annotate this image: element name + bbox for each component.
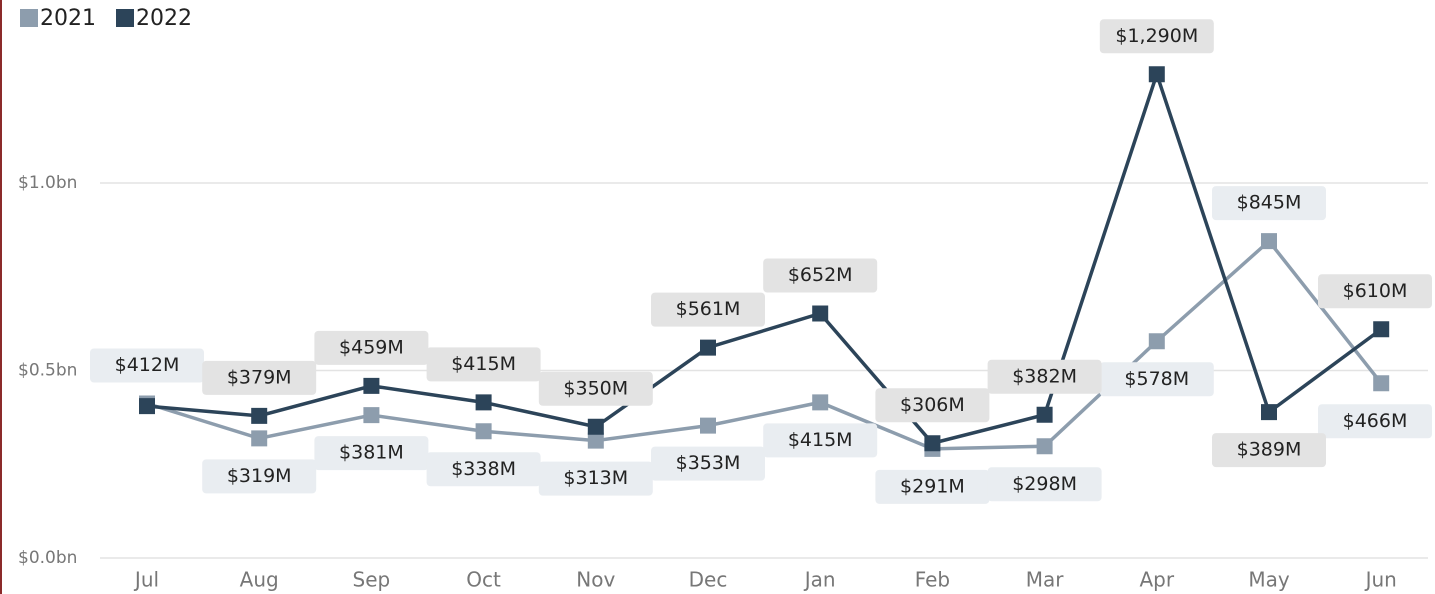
data-label: $313M	[563, 467, 628, 489]
x-tick-label: Oct	[466, 568, 501, 592]
marker	[587, 432, 604, 449]
data-label: $381M	[339, 442, 404, 464]
x-tick-label: Sep	[353, 568, 391, 592]
marker	[812, 394, 829, 411]
y-tick-label: $1.0bn	[18, 173, 77, 193]
label-bg	[1318, 274, 1432, 309]
label-bg	[763, 258, 878, 293]
data-label: $845M	[1237, 192, 1302, 214]
marker	[1148, 333, 1165, 350]
data-label: $291M	[900, 475, 965, 497]
x-tick-label: Nov	[576, 568, 615, 592]
x-tick-label: Aug	[240, 568, 279, 592]
series-line	[146, 68, 1383, 446]
marker	[1261, 404, 1277, 421]
x-tick-label: Feb	[915, 568, 950, 592]
marker	[139, 398, 155, 415]
marker	[1036, 438, 1053, 455]
marker	[251, 430, 268, 447]
legend-swatch	[116, 9, 134, 27]
data-label: $466M	[1343, 410, 1408, 432]
marker	[700, 339, 716, 356]
data-label: $350M	[563, 377, 628, 399]
label-bg	[1212, 186, 1326, 221]
label-bg	[987, 359, 1102, 394]
label-bg	[763, 423, 878, 458]
marker	[924, 435, 941, 452]
legend-swatch	[20, 9, 38, 27]
x-tick-label: Mar	[1026, 568, 1065, 592]
data-label: $610M	[1343, 280, 1408, 302]
label-bg	[202, 360, 317, 395]
data-label: $415M	[451, 353, 516, 375]
label-bg	[1099, 362, 1214, 397]
label-bg	[651, 446, 765, 481]
marker	[1036, 406, 1053, 423]
data-label: $306M	[900, 394, 965, 416]
marker	[812, 305, 829, 322]
legend-label: 2022	[136, 6, 192, 31]
marker	[587, 418, 604, 435]
label-bg	[538, 371, 653, 406]
x-tick-label: Jan	[803, 568, 836, 592]
series-line	[146, 238, 1383, 451]
label-bg	[1318, 404, 1432, 439]
marker	[475, 423, 492, 440]
marker	[363, 377, 380, 394]
marker	[1261, 233, 1277, 250]
data-label: $338M	[451, 458, 516, 480]
y-tick-label: $0.5bn	[18, 361, 77, 381]
marker	[363, 407, 380, 424]
data-label: $415M	[788, 429, 853, 451]
marker	[1373, 375, 1390, 392]
data-label: $298M	[1012, 473, 1077, 495]
label-bg	[314, 330, 429, 365]
data-label: $561M	[676, 298, 741, 320]
data-label: $319M	[227, 465, 292, 487]
label-bg	[90, 348, 204, 383]
data-label: $652M	[788, 264, 853, 286]
x-tick-label: Apr	[1139, 568, 1174, 592]
data-label: $412M	[115, 354, 180, 376]
label-bg	[987, 467, 1102, 502]
label-bg	[426, 347, 541, 382]
y-tick-label: $0.0bn	[18, 548, 77, 568]
label-bg	[875, 469, 990, 504]
label-bg	[202, 459, 317, 494]
x-tick-label: May	[1248, 568, 1290, 592]
marker	[1148, 66, 1165, 83]
marker	[700, 417, 716, 434]
label-bg	[1099, 19, 1214, 54]
data-label: $459M	[339, 336, 404, 358]
data-label: $353M	[676, 452, 741, 474]
x-tick-label: Jul	[133, 568, 159, 592]
label-bg	[875, 388, 990, 423]
marker	[251, 407, 268, 424]
x-tick-label: Jun	[1364, 568, 1397, 592]
data-label: $1,290M	[1115, 25, 1198, 47]
data-label: $389M	[1237, 439, 1302, 461]
x-tick-label: Dec	[689, 568, 728, 592]
label-bg	[426, 452, 541, 487]
label-bg	[1212, 433, 1326, 468]
data-label: $382M	[1012, 365, 1077, 387]
marker	[1373, 321, 1390, 338]
marker	[475, 394, 492, 411]
label-bg	[314, 436, 429, 471]
legend-label: 2021	[40, 6, 96, 31]
data-label: $379M	[227, 366, 292, 388]
data-label: $578M	[1124, 368, 1189, 390]
label-bg	[538, 461, 653, 496]
label-bg	[651, 292, 765, 327]
